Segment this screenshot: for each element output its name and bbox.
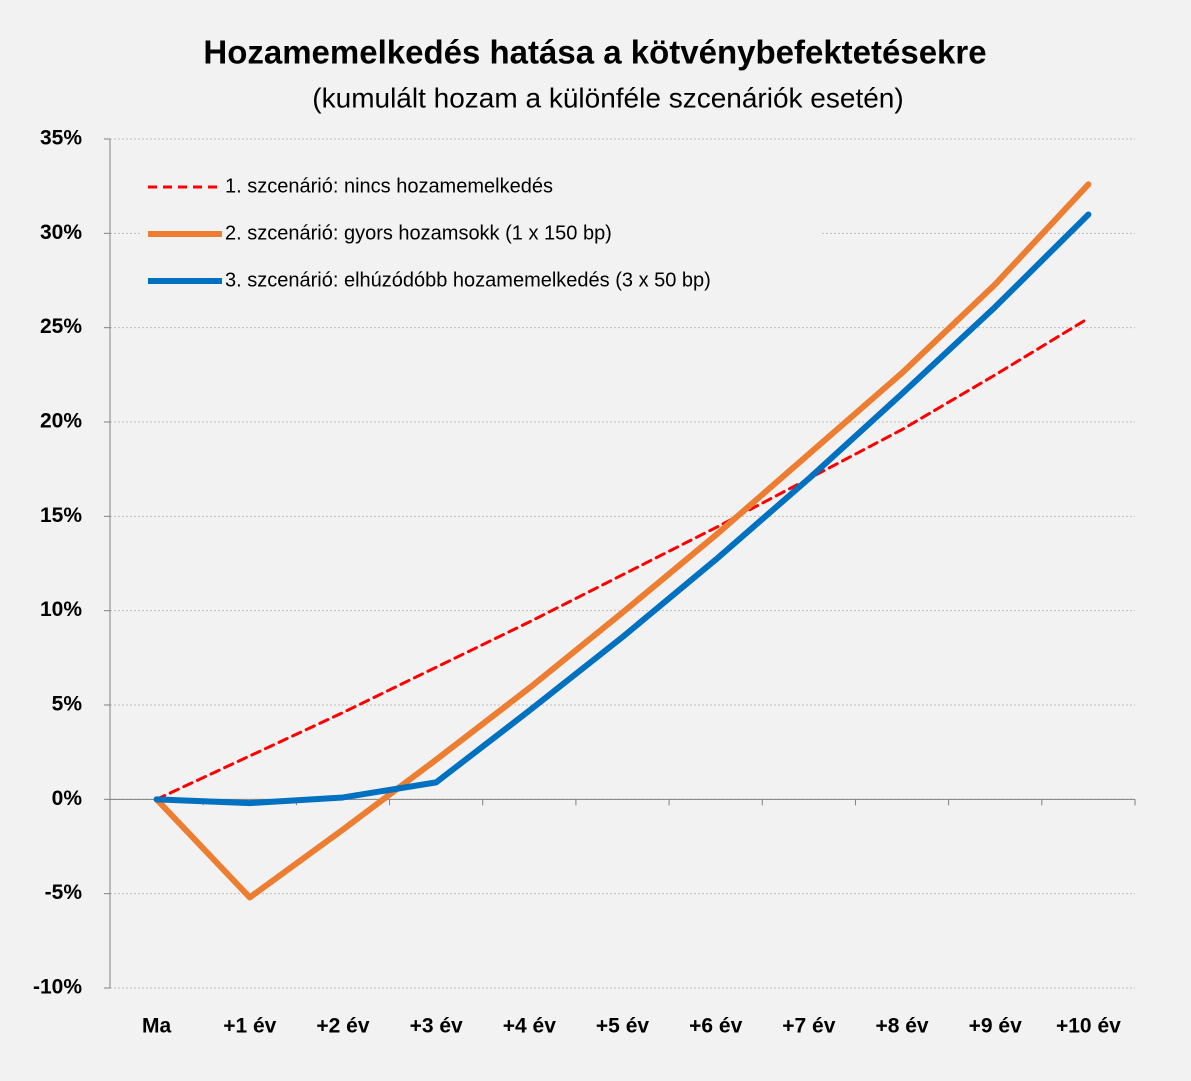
x-tick-label: +4 év <box>503 1015 556 1038</box>
chart-subtitle: (kumulált hozam a különféle szcenáriók e… <box>312 82 903 113</box>
series-line <box>155 316 1090 801</box>
y-tick-label: 20% <box>40 410 82 433</box>
y-tick-label: 35% <box>40 127 82 150</box>
x-tick-label: Ma <box>142 1015 171 1038</box>
series-line <box>153 181 1092 901</box>
x-tick-label: +7 év <box>782 1015 835 1038</box>
x-tick-label: +3 év <box>410 1015 463 1038</box>
x-tick-label: +10 év <box>1056 1015 1121 1038</box>
legend-label: 2. szcenárió: gyors hozamsokk (1 x 150 b… <box>225 222 612 244</box>
y-tick-label: -10% <box>33 976 82 999</box>
y-tick-label: 5% <box>52 693 83 716</box>
x-tick-label: +2 év <box>316 1015 369 1038</box>
chart-title: Hozamemelkedés hatása a kötvénybefekteté… <box>203 34 986 71</box>
y-tick-label: 0% <box>52 787 83 810</box>
legend-label: 3. szcenárió: elhúzódóbb hozamemelkedés … <box>225 269 711 291</box>
x-tick-label: +9 év <box>969 1015 1022 1038</box>
y-tick-label: 10% <box>40 598 82 621</box>
x-tick-label: +5 év <box>596 1015 649 1038</box>
x-tick-label: +8 év <box>875 1015 928 1038</box>
y-tick-label: 25% <box>40 315 82 338</box>
x-tick-label: +1 év <box>223 1015 276 1038</box>
y-tick-label: 15% <box>40 504 82 527</box>
series-line <box>153 211 1092 807</box>
x-tick-label: +6 év <box>689 1015 742 1038</box>
y-tick-label: 30% <box>40 221 82 244</box>
legend-box <box>140 165 820 300</box>
legend-label: 1. szcenárió: nincs hozamemelkedés <box>225 175 553 197</box>
y-tick-label: -5% <box>45 881 83 904</box>
